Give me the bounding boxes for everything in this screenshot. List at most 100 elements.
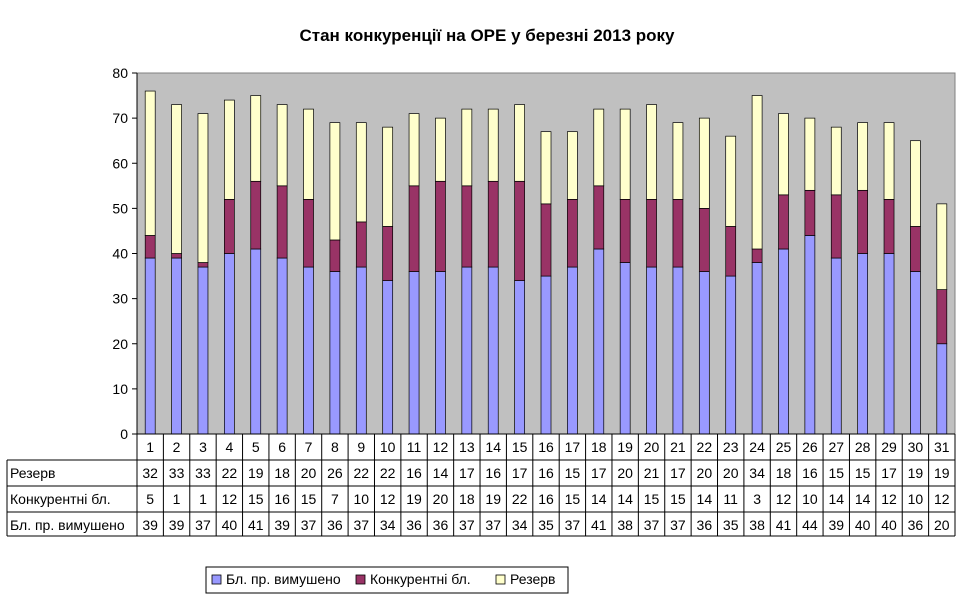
- bar-segment: [144, 90, 156, 236]
- x-tick-label: 6: [278, 439, 286, 455]
- table-cell: 40: [881, 517, 897, 533]
- x-tick-label: 27: [828, 439, 844, 455]
- bar-segment: [224, 99, 235, 200]
- bar-segment: [830, 194, 842, 259]
- table-cell: 35: [723, 517, 739, 533]
- table-cell: 18: [274, 465, 290, 481]
- table-cell: 10: [802, 491, 818, 507]
- table-row-label: Бл. пр. вимушено: [10, 517, 125, 533]
- bar-segment: [698, 208, 710, 272]
- x-tick-label: 28: [855, 439, 871, 455]
- table-cell: 37: [354, 517, 370, 533]
- bar-segment: [619, 108, 631, 200]
- bar-segment: [329, 271, 341, 435]
- x-tick-label: 16: [538, 439, 554, 455]
- table-cell: 17: [591, 465, 607, 481]
- table-cell: 39: [274, 517, 290, 533]
- x-tick-label: 10: [380, 439, 396, 455]
- bar-segment: [646, 266, 657, 435]
- y-tick-label: 50: [112, 200, 128, 216]
- table-cell: 40: [222, 517, 238, 533]
- bar-segment: [593, 185, 605, 250]
- table-cell: 14: [697, 491, 713, 507]
- bar-segment: [487, 266, 499, 435]
- bar-segment: [725, 226, 737, 277]
- table-cell: 14: [591, 491, 607, 507]
- table-cell: 12: [776, 491, 792, 507]
- bar-segment: [303, 199, 314, 268]
- bar-segment: [540, 275, 552, 435]
- table-cell: 15: [644, 491, 660, 507]
- bar-segment: [593, 248, 605, 435]
- table-cell: 20: [723, 465, 739, 481]
- bar-segment: [224, 253, 235, 435]
- bar-segment: [171, 104, 182, 254]
- table-cell: 15: [828, 465, 844, 481]
- table-cell: 17: [881, 465, 897, 481]
- table-cell: 37: [195, 517, 211, 533]
- table-cell: 10: [908, 491, 924, 507]
- x-tick-label: 15: [512, 439, 528, 455]
- bar-segment: [197, 262, 209, 268]
- bar-segment: [408, 271, 420, 435]
- chart-title: Стан конкуренції на ОРЕ у березні 2013 р…: [300, 26, 676, 45]
- bar-segment: [250, 95, 262, 182]
- bar-segment: [540, 131, 552, 205]
- bar-segment: [910, 140, 921, 227]
- x-tick-label: 12: [433, 439, 449, 455]
- y-tick-label: 60: [112, 155, 128, 171]
- table-cell: 36: [433, 517, 449, 533]
- bar-segment: [804, 189, 816, 236]
- x-tick-label: 17: [565, 439, 581, 455]
- table-cell: 18: [776, 465, 792, 481]
- table-cell: 14: [617, 491, 633, 507]
- bar-segment: [435, 117, 446, 182]
- bar-segment: [461, 185, 473, 268]
- y-tick-label: 40: [112, 246, 128, 262]
- x-tick-label: 13: [459, 439, 475, 455]
- x-tick-label: 2: [173, 439, 181, 455]
- x-tick-label: 3: [199, 439, 207, 455]
- bar-segment: [329, 239, 341, 272]
- table-cell: 5: [146, 491, 154, 507]
- legend-label: Конкурентні бл.: [370, 571, 471, 587]
- table-cell: 1: [199, 491, 207, 507]
- table-cell: 3: [753, 491, 761, 507]
- bar-segment: [646, 199, 657, 268]
- table-cell: 16: [274, 491, 290, 507]
- bar-segment: [197, 113, 209, 263]
- bar-segment: [567, 131, 578, 200]
- bar-segment: [698, 117, 710, 209]
- data-table: 1 2 3 4 5 6 7 8 9 10 11 12 13 14 15 16 17 18 19 20 21 22 23 24 2…: [6, 433, 956, 537]
- bar-segment: [857, 189, 868, 254]
- table-cell: 16: [538, 491, 554, 507]
- bar-segment: [672, 266, 684, 435]
- bar-segment: [303, 266, 314, 435]
- bar-segment: [408, 113, 420, 187]
- x-tick-label: 26: [802, 439, 818, 455]
- table-cell: 15: [565, 491, 581, 507]
- table-cell: 20: [433, 491, 449, 507]
- table-cell: 19: [934, 465, 950, 481]
- table-cell: 10: [354, 491, 370, 507]
- bar-segment: [171, 253, 182, 259]
- table-cell: 15: [248, 491, 264, 507]
- legend-swatch: [495, 574, 506, 585]
- bar-segment: [936, 203, 948, 290]
- table-cell: 37: [459, 517, 475, 533]
- bar-segment: [910, 271, 921, 435]
- table-cell: 22: [380, 465, 396, 481]
- bar-segment: [329, 122, 341, 241]
- table-cell: 37: [565, 517, 581, 533]
- x-tick-label: 22: [697, 439, 713, 455]
- bar-segment: [857, 253, 868, 435]
- bar-segment: [778, 194, 789, 250]
- table-cell: 15: [855, 465, 871, 481]
- table-cell: 14: [433, 465, 449, 481]
- bar-segment: [883, 199, 895, 254]
- bar-segment: [382, 280, 394, 435]
- table-cell: 19: [248, 465, 264, 481]
- bar-segment: [725, 275, 737, 435]
- bar-segment: [514, 280, 525, 435]
